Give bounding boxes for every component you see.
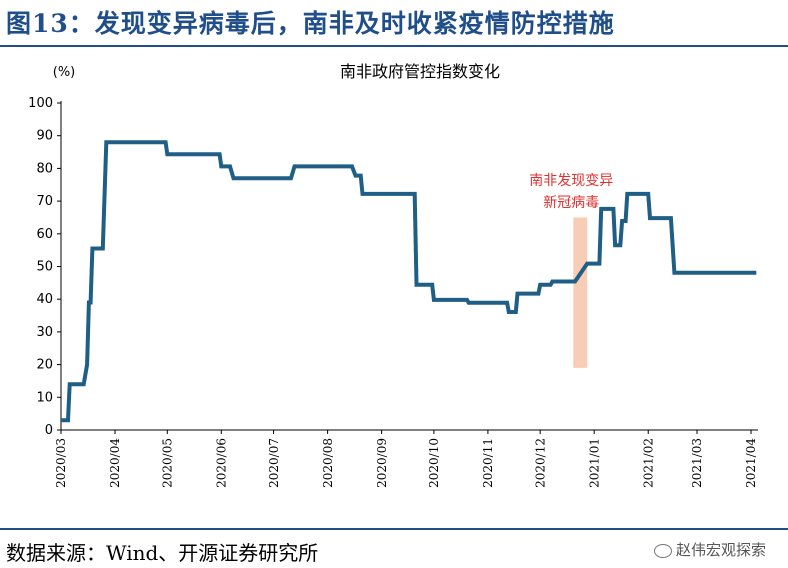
- bottom-divider: [0, 528, 788, 530]
- x-tick-label: 2021/01: [587, 438, 601, 488]
- chart-title: 南非政府管控指数变化: [340, 62, 500, 81]
- x-tick-label: 2020/06: [215, 438, 229, 488]
- y-axis-unit: (%): [53, 65, 76, 80]
- x-tick-label: 2020/08: [321, 438, 335, 488]
- y-tick-label: 60: [36, 227, 53, 242]
- figure-title: 图13：发现变异病毒后，南非及时收紧疫情防控措施: [6, 9, 615, 38]
- x-tick-label: 2020/11: [481, 438, 495, 488]
- x-tick-label: 2020/07: [267, 438, 281, 488]
- source-note: 数据来源：Wind、开源证券研究所: [6, 541, 319, 565]
- x-tick-label: 2020/05: [160, 438, 174, 488]
- y-tick-label: 20: [36, 358, 53, 373]
- wechat-icon: [653, 543, 672, 558]
- x-tick-label: 2020/12: [533, 438, 547, 488]
- x-tick-label: 2020/10: [427, 438, 441, 488]
- x-tick-label: 2021/02: [641, 438, 655, 488]
- x-tick-label: 2021/04: [744, 438, 758, 488]
- y-tick-label: 90: [36, 129, 53, 144]
- line-chart: 南非政府管控指数变化 (%) 0 10 20 30 40 50 60 70 80 90 100 202…: [28, 62, 758, 488]
- y-tick-label: 50: [36, 260, 53, 275]
- watermark: 赵伟宏观探索: [653, 539, 766, 560]
- x-tick-label: 2020/03: [54, 438, 68, 488]
- watermark-text: 赵伟宏观探索: [675, 541, 766, 559]
- top-divider: [0, 45, 788, 47]
- y-tick-label: 80: [36, 161, 53, 176]
- highlight-band: [573, 217, 588, 368]
- y-tick-label: 0: [45, 423, 53, 438]
- annotation-text: 新冠病毒: [543, 195, 599, 211]
- annotation-text: 南非发现变异: [529, 173, 613, 189]
- series-line: [61, 140, 757, 423]
- x-tick-label: 2020/09: [375, 438, 389, 488]
- y-tick-label: 30: [36, 325, 53, 340]
- y-tick-label: 10: [36, 390, 53, 405]
- x-tick-label: 2020/04: [108, 438, 122, 488]
- y-tick-label: 100: [28, 96, 53, 111]
- y-tick-label: 40: [36, 292, 53, 307]
- y-tick-label: 70: [36, 194, 53, 209]
- x-tick-label: 2021/03: [690, 438, 704, 488]
